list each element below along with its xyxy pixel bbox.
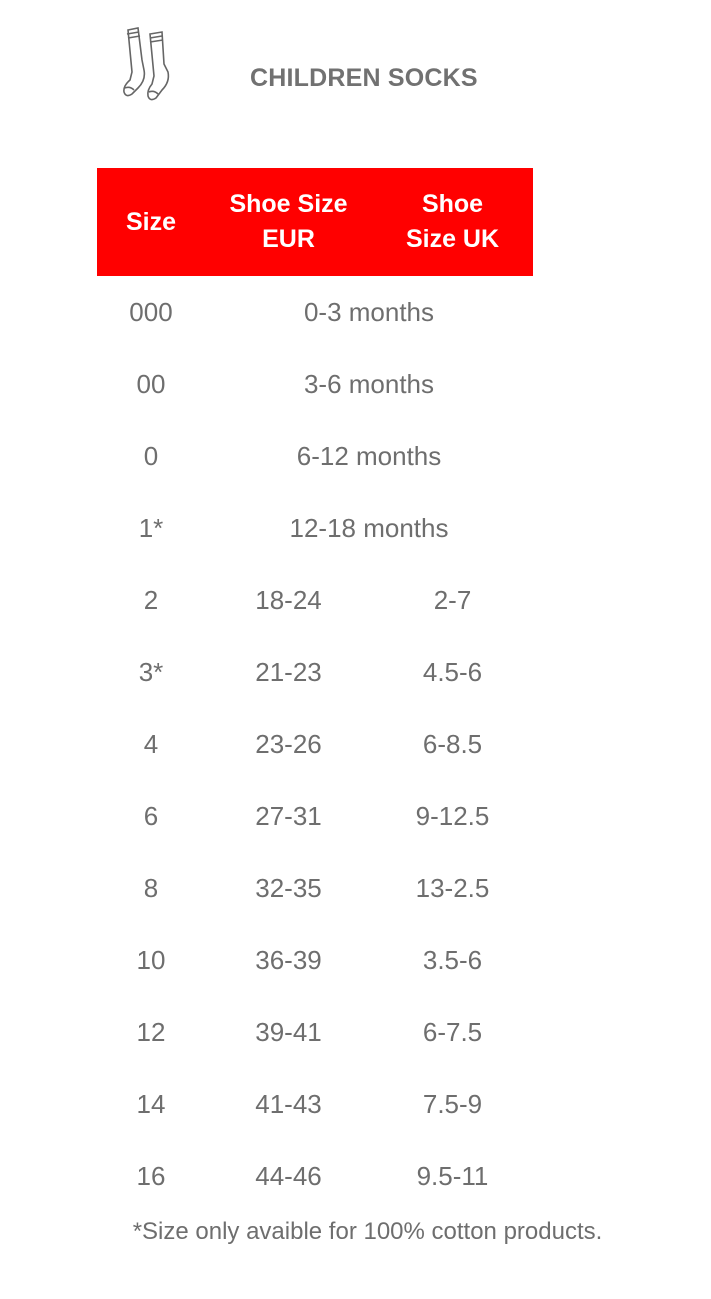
size-cell: 2 [143,584,159,615]
column-header-eur: Shoe Size EUR [205,168,372,276]
table-row: 8 32-35 13-2.5 [97,852,533,924]
column-header-size: Size [97,168,205,276]
table-row: 10 36-39 3.5-6 [97,924,533,996]
uk-size-cell: 9.5-11 [416,1160,489,1191]
size-table: Size Shoe Size EUR Shoe Size UK 000 0-3 m… [97,168,533,1212]
table-row: 2 18-24 2-7 [97,564,533,636]
age-range-cell: 12-18 months [289,512,449,543]
size-cell: 8 [143,872,159,903]
uk-size-cell: 13-2.5 [415,872,490,903]
table-row: 000 0-3 months [97,276,533,348]
size-cell: 14 [136,1088,166,1119]
size-cell: 12 [136,1016,166,1047]
size-cell: 10 [136,944,166,975]
table-row: 12 39-41 6-7.5 [97,996,533,1068]
eur-size-cell: 32-35 [255,872,322,903]
table-row: 3* 21-23 4.5-6 [97,636,533,708]
column-header-uk: Shoe Size UK [372,168,533,276]
eur-size-cell: 36-39 [255,944,322,975]
table-row: 14 41-43 7.5-9 [97,1068,533,1140]
size-cell: 1* [138,512,164,543]
age-range-cell: 6-12 months [296,440,442,471]
table-row: 1* 12-18 months [97,492,533,564]
eur-size-cell: 39-41 [255,1016,322,1047]
size-cell: 0 [143,440,159,471]
eur-size-cell: 21-23 [255,656,322,687]
size-cell: 6 [143,800,159,831]
uk-size-cell: 6-8.5 [422,728,483,759]
uk-size-cell: 6-7.5 [422,1016,483,1047]
eur-size-cell: 18-24 [255,584,322,615]
uk-size-cell: 9-12.5 [415,800,490,831]
eur-size-cell: 23-26 [255,728,322,759]
table-row: 4 23-26 6-8.5 [97,708,533,780]
page-title: CHILDREN SOCKS [250,64,478,92]
table-row: 00 3-6 months [97,348,533,420]
table-header-row: Size Shoe Size EUR Shoe Size UK [97,168,533,276]
age-range-cell: 0-3 months [303,296,435,327]
table-row: 16 44-46 9.5-11 [97,1140,533,1212]
table-row: 0 6-12 months [97,420,533,492]
size-cell: 000 [129,296,173,327]
size-cell: 16 [136,1160,166,1191]
size-cell: 00 [136,368,166,399]
size-cell: 3* [138,656,164,687]
age-range-cell: 3-6 months [303,368,435,399]
table-row: 6 27-31 9-12.5 [97,780,533,852]
size-cell: 4 [143,728,159,759]
uk-size-cell: 2-7 [433,584,472,615]
socks-icon [123,27,170,101]
uk-size-cell: 7.5-9 [422,1088,483,1119]
eur-size-cell: 44-46 [255,1160,322,1191]
footnote: *Size only avaible for 100% cotton produ… [132,1218,603,1245]
eur-size-cell: 41-43 [255,1088,322,1119]
uk-size-cell: 3.5-6 [422,944,483,975]
uk-size-cell: 4.5-6 [422,656,483,687]
eur-size-cell: 27-31 [255,800,322,831]
